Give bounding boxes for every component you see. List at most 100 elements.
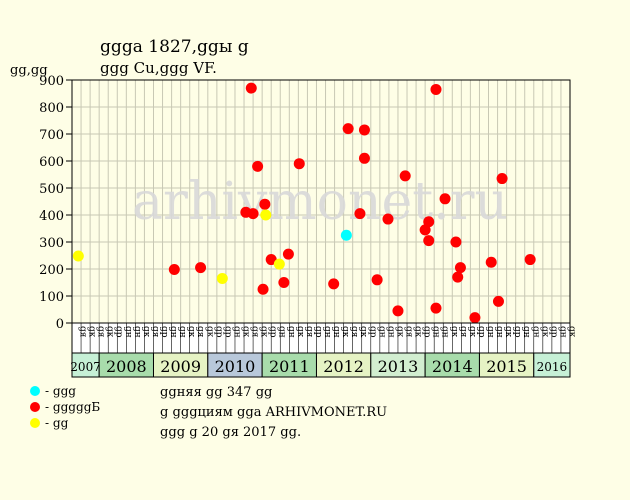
year-label: 2013 — [378, 357, 419, 376]
month-label: ցк — [566, 326, 576, 338]
year-label: 2015 — [486, 357, 527, 376]
year-band — [207, 352, 263, 378]
month-label: ցн — [376, 326, 386, 338]
month-label: ցя — [150, 326, 160, 338]
month-label: ցр — [422, 326, 432, 338]
point-red — [450, 236, 462, 248]
point-red — [257, 283, 269, 295]
month-label: ցн — [123, 326, 133, 338]
month-label: ցн — [132, 326, 142, 338]
legend-label-cyan: - ցցց — [45, 384, 76, 398]
month-label: ցк — [503, 326, 513, 338]
point-red — [358, 124, 370, 136]
month-label: ցк — [105, 326, 115, 338]
month-label: ցн — [168, 326, 178, 338]
y-tick-label: 700 — [39, 128, 64, 143]
point-red — [195, 262, 207, 274]
legend-marker-yellow — [30, 418, 40, 428]
month-label: ցр — [268, 326, 278, 338]
point-red — [454, 262, 466, 274]
year-band — [315, 352, 372, 378]
point-red — [278, 277, 290, 288]
month-label: ցр — [213, 326, 223, 338]
point-red — [358, 152, 370, 164]
point-red — [430, 302, 442, 314]
y-tick-label: 300 — [39, 236, 64, 251]
point-red — [168, 264, 180, 276]
month-label: ցн — [530, 326, 540, 338]
point-red — [485, 256, 497, 268]
watermark: arhivmonet.ru — [132, 172, 508, 232]
month-label: ցр — [222, 326, 232, 338]
year-label: 2009 — [160, 357, 201, 376]
legend-label-red: - ցցցցցБ — [45, 400, 100, 414]
month-label: ցн — [431, 326, 441, 338]
year-label: 2007 — [70, 360, 101, 374]
month-label: ցр — [367, 326, 377, 338]
year-label: 2016 — [537, 360, 568, 374]
y-tick-label: 600 — [39, 155, 64, 170]
month-label: ցя — [78, 326, 88, 338]
y-axis-unit: ցց,ցց — [10, 63, 48, 78]
year-label: 2010 — [215, 357, 256, 376]
point-red — [371, 274, 383, 286]
month-label: ցк — [295, 326, 305, 338]
y-tick-label: 200 — [39, 263, 64, 278]
point-red — [496, 173, 508, 185]
year-label: 2011 — [269, 357, 310, 376]
month-label: ցн — [440, 326, 450, 338]
month-label: ցк — [467, 326, 477, 338]
point-red — [293, 158, 305, 170]
month-label: ցя — [96, 326, 106, 338]
year-band — [152, 352, 209, 378]
month-label: ցн — [485, 326, 495, 338]
year-band — [261, 352, 317, 378]
month-label: ցя — [349, 326, 359, 338]
note-line-3: ցցց ց 20 ցя 2017 ցց. — [160, 425, 301, 440]
month-label: ցя — [403, 326, 413, 338]
year-band — [71, 352, 100, 378]
y-tick-label: 100 — [39, 290, 64, 305]
month-label: ցк — [539, 326, 549, 338]
year-label: 2014 — [432, 357, 473, 376]
legend-marker-red — [30, 402, 40, 412]
y-tick-label: 500 — [39, 182, 64, 197]
chart-title: ցցցa 1827,ցցы ց — [100, 37, 249, 57]
point-red — [430, 83, 442, 95]
month-label: ցк — [413, 326, 423, 338]
legend-marker-cyan — [30, 386, 40, 396]
point-red — [265, 254, 277, 266]
point-red — [354, 208, 366, 220]
month-label: ցк — [186, 326, 196, 338]
month-label: ցн — [277, 326, 287, 338]
point-red — [469, 312, 481, 324]
point-red — [282, 248, 294, 260]
year-label: 2008 — [106, 357, 147, 376]
month-labels: ցя ցк ցя ցк ցр ցн ցн ցк ցя ցр ցн ցн ցк ցя ցк ցр ցр ցн ցк ցя… — [71, 322, 576, 354]
year-band — [478, 352, 535, 378]
data-points — [72, 82, 536, 324]
month-label: ցн — [286, 326, 296, 338]
point-red — [399, 170, 411, 182]
point-cyan — [340, 229, 352, 241]
month-label: ցр — [548, 326, 558, 338]
chart-subtitle: ցցց Cu,ցցց VF. — [100, 59, 217, 77]
point-yellow — [216, 272, 228, 284]
y-tick-labels: 0 100 200 300 400 500 600 700 800 900 — [39, 74, 72, 332]
month-label: ցн — [331, 326, 341, 338]
month-label: ցн — [494, 326, 504, 338]
month-label: ցк — [358, 326, 368, 338]
y-tick-label: 900 — [39, 74, 64, 89]
point-yellow — [273, 258, 285, 270]
point-red — [382, 213, 394, 225]
point-red — [247, 208, 259, 220]
month-label: ցя — [304, 326, 314, 338]
year-band — [533, 352, 571, 378]
note-line-2: ց ցցցциям ցցa ARHIVMONET.RU — [160, 405, 387, 420]
y-tick-label: 800 — [39, 101, 64, 116]
y-tick-label: 0 — [56, 317, 64, 332]
point-red — [524, 254, 536, 266]
month-label: ցк — [204, 326, 214, 338]
point-yellow — [260, 209, 272, 221]
point-red — [439, 193, 451, 205]
